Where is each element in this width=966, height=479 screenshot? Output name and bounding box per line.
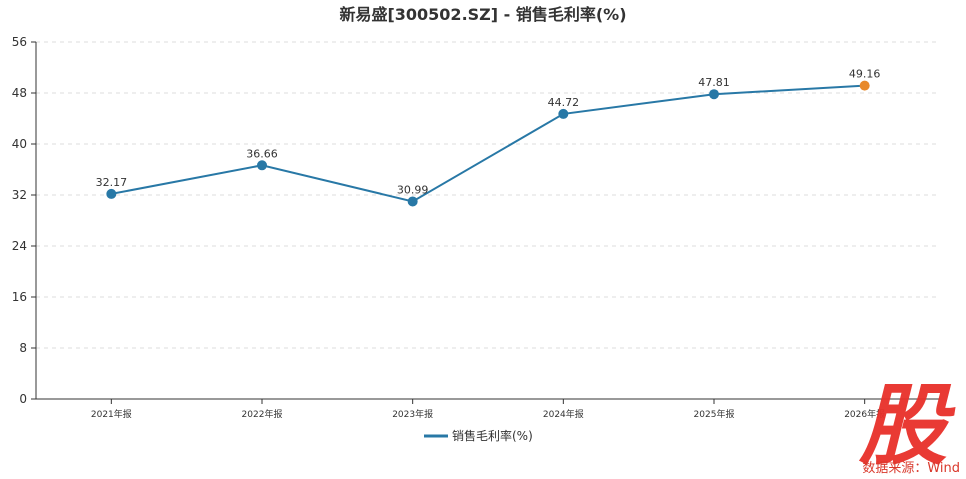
data-point[interactable] bbox=[558, 108, 569, 119]
data-label: 49.16 bbox=[849, 68, 881, 81]
watermark-logo: 股 bbox=[858, 374, 956, 477]
legend[interactable]: 销售毛利率(%) bbox=[424, 428, 533, 443]
series-line bbox=[111, 84, 865, 203]
data-point[interactable] bbox=[709, 89, 719, 100]
x-tick-label: 2026年报 bbox=[844, 408, 885, 420]
data-label: 44.72 bbox=[548, 96, 580, 109]
axes bbox=[35, 42, 940, 400]
y-tick-label: 8 bbox=[19, 341, 27, 355]
data-label: 32.17 bbox=[96, 176, 128, 189]
data-label: 47.81 bbox=[698, 76, 730, 89]
x-tick-label: 2021年报 bbox=[91, 408, 132, 420]
data-point[interactable] bbox=[106, 188, 117, 199]
data-label: 36.66 bbox=[246, 147, 278, 160]
grid-lines bbox=[36, 41, 940, 349]
x-tick-label: 2023年报 bbox=[392, 408, 433, 420]
legend-label: 销售毛利率(%) bbox=[452, 428, 533, 443]
y-tick-label: 32 bbox=[12, 188, 27, 202]
data-point[interactable] bbox=[257, 160, 267, 171]
x-tick-label: 2025年报 bbox=[694, 408, 735, 420]
x-tick-label: 2024年报 bbox=[543, 408, 584, 420]
x-axis-ticks: 2021年报 2022年报 2023年报 2024年报 2025年报 2026年报 bbox=[91, 399, 885, 420]
y-axis-ticks: 0 8 16 24 32 40 48 56 bbox=[12, 35, 36, 406]
y-tick-label: 24 bbox=[12, 239, 27, 253]
chart-title: 新易盛[300502.SZ] - 销售毛利率(%) bbox=[339, 5, 626, 24]
watermark-glyph: 股 bbox=[858, 374, 956, 477]
data-point[interactable] bbox=[407, 196, 418, 207]
y-tick-label: 16 bbox=[12, 290, 27, 304]
data-point[interactable] bbox=[859, 80, 870, 91]
series-layer: 32.17 36.66 30.99 44.72 47.81 49.16 bbox=[96, 68, 881, 207]
source-text: 数据来源：Wind bbox=[862, 461, 960, 476]
data-label: 30.99 bbox=[397, 183, 429, 196]
y-tick-label: 0 bbox=[19, 392, 27, 406]
x-tick-label: 2022年报 bbox=[242, 408, 283, 420]
y-tick-label: 56 bbox=[12, 35, 27, 49]
y-tick-label: 40 bbox=[12, 137, 27, 151]
y-tick-label: 48 bbox=[12, 86, 27, 100]
